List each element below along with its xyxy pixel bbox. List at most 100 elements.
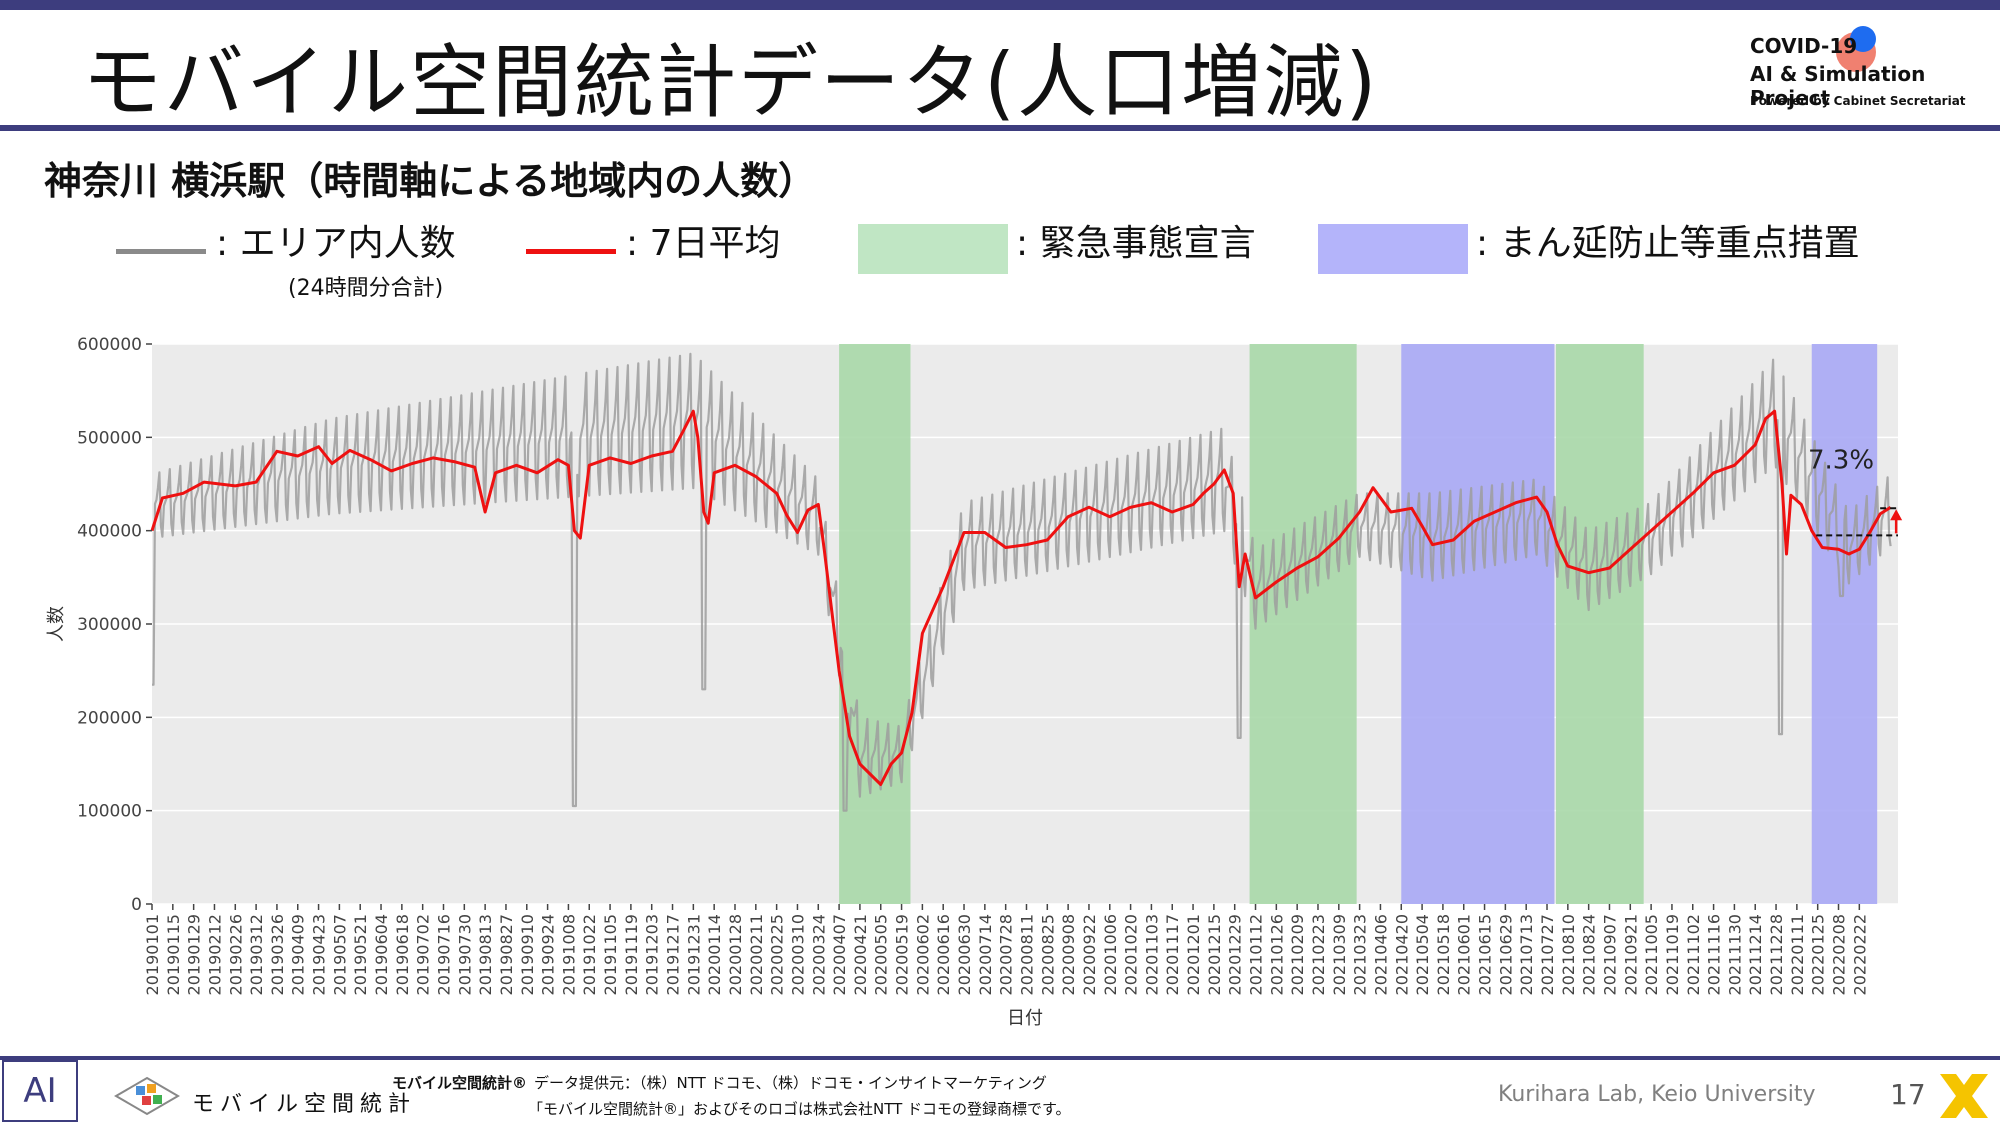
title-divider [0, 125, 2000, 131]
x-tick-label: 20200825 [1038, 914, 1057, 995]
x-tick-label: 20190521 [351, 914, 370, 995]
x-tick-label: 20190702 [414, 914, 433, 995]
slide-title: モバイル空間統計データ(人口増減) [82, 36, 1379, 129]
emergency-period [1249, 344, 1357, 904]
logo-line-3: Powered by Cabinet Secretariat [1750, 94, 1966, 108]
ai-lab-logo-icon: AI [2, 1060, 78, 1122]
x-tick-label: 20190604 [372, 914, 391, 995]
x-tick-label: 20190827 [497, 914, 516, 995]
x-tick-label: 20210615 [1476, 914, 1495, 995]
x-tick-label: 20200211 [747, 914, 766, 995]
logo-blue-dot-icon [1850, 26, 1876, 52]
x-tick-label: 20200728 [997, 914, 1016, 995]
quasi-emergency-period [1811, 344, 1878, 904]
x-tick-label: 20190730 [455, 914, 474, 995]
x-tick-label: 20210126 [1267, 914, 1286, 995]
x-tick-label: 20201215 [1205, 914, 1224, 995]
x-tick-label: 20190507 [330, 914, 349, 995]
x-tick-label: 20190129 [185, 914, 204, 995]
x-tick-label: 20200407 [830, 914, 849, 995]
x-tick-label: 20190226 [226, 914, 245, 995]
x-tick-label: 20201229 [1226, 914, 1245, 995]
x-tick-label: 20201117 [1163, 914, 1182, 995]
x-tick-label: 20210921 [1621, 914, 1640, 995]
x-tick-label: 20211019 [1663, 914, 1682, 995]
x-tick-label: 20210209 [1288, 914, 1307, 995]
x-tick-label: 20220125 [1809, 914, 1828, 995]
logo-line-2: AI & Simulation Project [1750, 62, 1926, 110]
x-tick-label: 20190409 [289, 914, 308, 995]
x-tick-label: 20220111 [1788, 914, 1807, 995]
x-tick-label: 20191022 [580, 914, 599, 995]
covid-project-logo: COVID-19 AI & Simulation Project Powered… [1746, 26, 1986, 116]
x-tick-label: 20210713 [1517, 914, 1536, 995]
x-logo-icon [1940, 1074, 1988, 1118]
x-tick-label: 20190101 [143, 914, 162, 995]
x-tick-label: 20210907 [1600, 914, 1619, 995]
x-tick-label: 20190716 [434, 914, 453, 995]
x-tick-label: 20191119 [622, 914, 641, 995]
x-tick-label: 20210112 [1247, 914, 1266, 995]
x-axis-title: 日付 [1007, 1008, 1043, 1029]
x-tick-label: 20191203 [643, 914, 662, 995]
x-tick-label: 20190924 [539, 914, 558, 995]
x-tick-label: 20201103 [1142, 914, 1161, 995]
x-tick-label: 20200602 [913, 914, 932, 995]
x-tick-label: 20210727 [1538, 914, 1557, 995]
x-tick-label: 20200811 [1017, 914, 1036, 995]
x-tick-label: 20220222 [1850, 914, 1869, 995]
y-tick-label: 0 [131, 895, 142, 915]
x-tick-label: 20211005 [1642, 914, 1661, 995]
x-tick-label: 20201020 [1122, 914, 1141, 995]
x-tick-label: 20210406 [1371, 914, 1390, 995]
x-tick-label: 20200616 [934, 914, 953, 995]
x-tick-label: 20210420 [1392, 914, 1411, 995]
y-tick-label: 200000 [77, 708, 142, 728]
footer-brand-name: モバイル空間統計 [192, 1092, 417, 1117]
top-accent-bar [0, 0, 2000, 10]
x-tick-label: 20210824 [1580, 914, 1599, 995]
footer-trademark-note: 「モバイル空間統計®」およびそのロゴは株式会社NTT ドコモの登録商標です。 [528, 1100, 1071, 1118]
legend-blue-label: : まん延防止等重点措置 [1476, 223, 1860, 264]
x-tick-label: 20200324 [809, 914, 828, 995]
legend-green-swatch [858, 224, 1008, 274]
population-chart: 0 100000 200000 300000 400000 500000 600000 201… [46, 335, 1903, 1029]
x-tick-label: 20211228 [1767, 914, 1786, 995]
y-tick-label: 400000 [77, 522, 142, 542]
x-tick-label: 20191231 [684, 914, 703, 995]
x-tick-label: 20191008 [559, 914, 578, 995]
x-tick-label: 20190115 [164, 914, 183, 995]
footer-brand-mark: モバイル空間統計® [392, 1074, 528, 1092]
x-tick-label: 20210309 [1330, 914, 1349, 995]
increase-arrow-icon [1890, 509, 1903, 521]
x-tick-label: 20200505 [872, 914, 891, 995]
x-tick-label: 20191217 [664, 914, 683, 995]
y-tick-label: 300000 [77, 615, 142, 635]
seven-day-average-line [150, 409, 1892, 786]
x-tick-label: 20191105 [601, 914, 620, 995]
x-tick-label: 20200908 [1059, 914, 1078, 995]
legend-red-line-swatch [526, 249, 616, 254]
page-number: 17 [1890, 1078, 1926, 1111]
legend-red-label: : 7日平均 [626, 223, 781, 264]
y-tick-label: 500000 [77, 428, 142, 448]
x-tick-label: 20210629 [1496, 914, 1515, 995]
y-tick-label: 100000 [77, 802, 142, 822]
x-tick-label: 20200714 [976, 914, 995, 995]
x-tick-label: 20200630 [955, 914, 974, 995]
x-tick-label: 20211102 [1684, 914, 1703, 995]
x-tick-label: 20200310 [788, 914, 807, 995]
x-tick-label: 20190618 [393, 914, 412, 995]
x-tick-label: 20201006 [1101, 914, 1120, 995]
chart-subtitle: 神奈川 横浜駅（時間軸による地域内の人数） [44, 159, 817, 203]
y-tick-label: 600000 [77, 335, 142, 355]
mobile-spatial-stats-logo-icon [114, 1076, 180, 1116]
quasi-emergency-period [1401, 344, 1555, 904]
legend-green-label: : 緊急事態宣言 [1016, 223, 1256, 264]
x-tick-label: 20210810 [1559, 914, 1578, 995]
x-tick-label: 20190910 [518, 914, 537, 995]
x-tick-label: 20190326 [268, 914, 287, 995]
emergency-period [839, 344, 911, 904]
x-tick-label: 20200519 [893, 914, 912, 995]
x-tick-label: 20190813 [476, 914, 495, 995]
